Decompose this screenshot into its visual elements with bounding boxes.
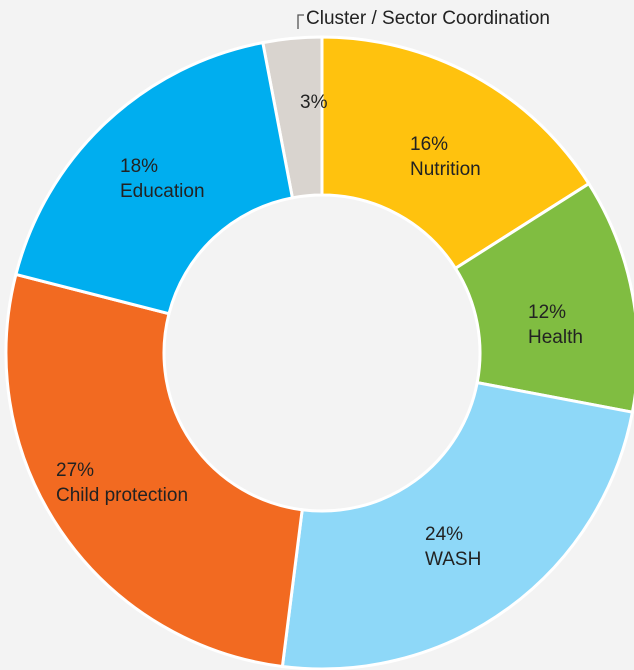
slice-label-5: 18% Education <box>120 156 205 202</box>
slice-child-protection <box>4 272 304 669</box>
slice-label-4: 27% Child protection <box>56 460 188 506</box>
callout-label: Cluster / Sector Coordination <box>306 8 550 29</box>
slices-group <box>4 35 634 670</box>
slice-name-label: Child protection <box>56 485 188 506</box>
slice-percent-label: 3% <box>300 92 328 113</box>
slice-percent-label: 16% <box>410 134 448 155</box>
slice-label-2: 12% Health <box>528 302 583 348</box>
slice-percent-label: 12% <box>528 302 566 323</box>
slice-name-label: Nutrition <box>410 159 481 180</box>
slice-label-1: 16% Nutrition <box>410 134 481 180</box>
slice-name-label: Education <box>120 181 205 202</box>
labels-group: 3% 16% Nutrition 12% Health 24% WASH 27% Child p… <box>56 92 583 570</box>
slice-name-label: Health <box>528 327 583 348</box>
slice-percent-label: 24% <box>425 524 463 545</box>
slice-education <box>14 40 295 316</box>
slice-percent-label: 27% <box>56 460 94 481</box>
slice-name-label: WASH <box>425 549 481 570</box>
slice-nutrition <box>320 35 591 271</box>
slice-label-3: 24% WASH <box>425 524 481 570</box>
slice-label-0: 3% <box>300 92 328 113</box>
slice-wash <box>280 380 634 670</box>
slice-percent-label: 18% <box>120 156 158 177</box>
callout-leader-line <box>297 14 304 29</box>
